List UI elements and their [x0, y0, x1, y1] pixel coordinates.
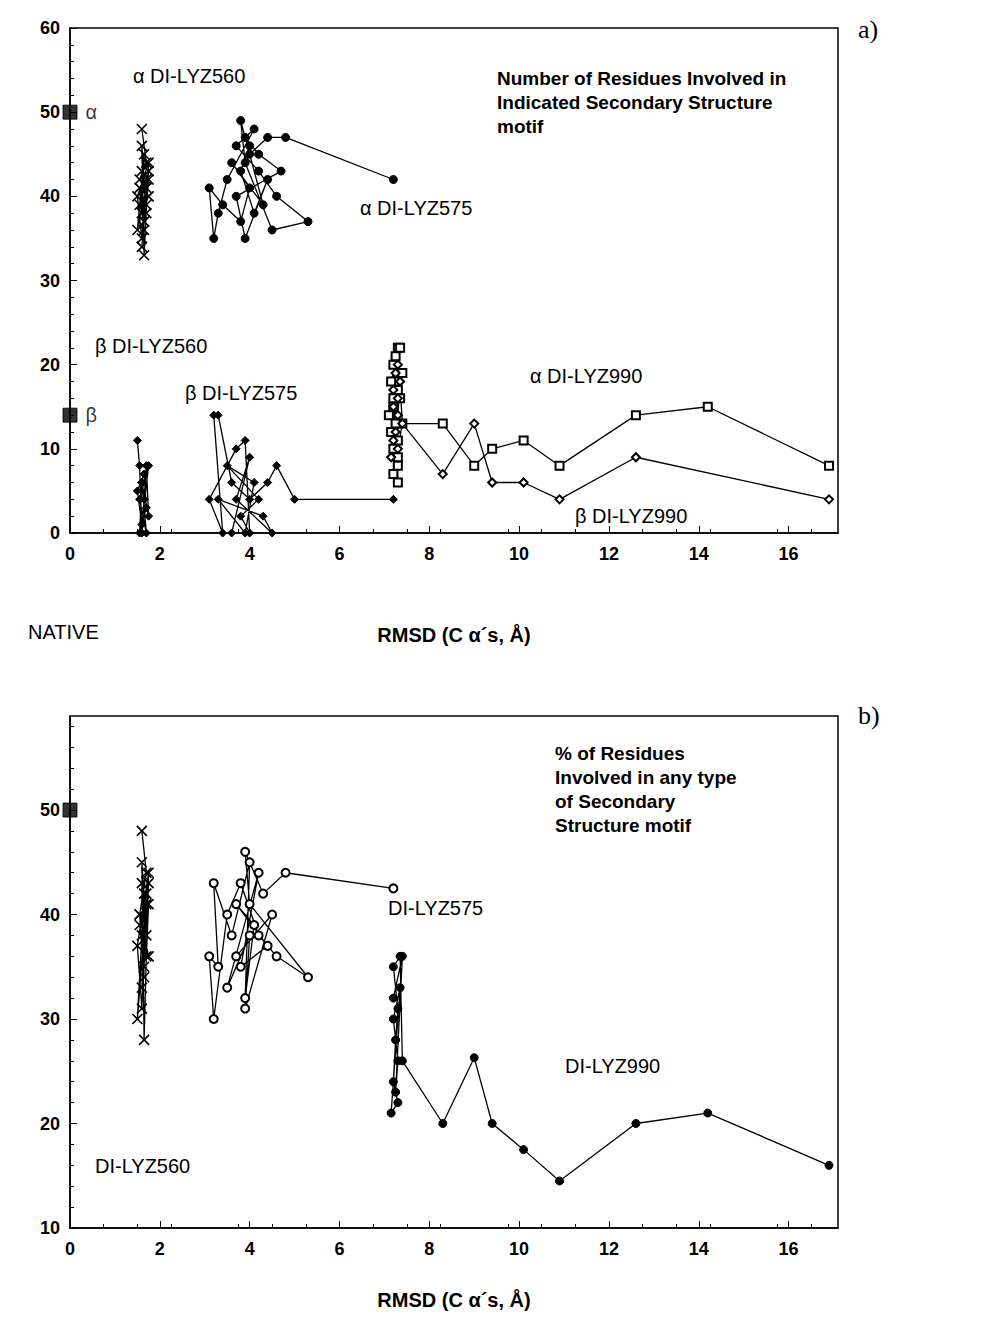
svg-text:% of Residues: % of Residues [555, 743, 690, 764]
svg-text:40: 40 [40, 905, 60, 925]
svg-text:2: 2 [155, 1239, 165, 1259]
svg-text:20: 20 [40, 355, 60, 375]
svg-text:10: 10 [40, 439, 60, 459]
svg-text:motif: motif [497, 116, 544, 137]
svg-text:50: 50 [40, 800, 60, 820]
svg-text:β DI-LYZ990: β DI-LYZ990 [575, 505, 687, 527]
svg-text:b): b) [858, 701, 880, 730]
svg-text:0: 0 [65, 544, 75, 564]
svg-text:β: β [86, 404, 98, 426]
svg-text:RMSD (C α´s, Å): RMSD (C α´s, Å) [377, 1288, 530, 1311]
svg-text:2: 2 [155, 544, 165, 564]
svg-text:16: 16 [779, 1239, 799, 1259]
svg-text:0: 0 [65, 1239, 75, 1259]
svg-text:Indicated Secondary Structure: Indicated Secondary Structure [497, 92, 778, 113]
svg-text:NATIVE: NATIVE [28, 621, 99, 643]
svg-text:RMSD (C α´s, Å): RMSD (C α´s, Å) [377, 623, 530, 646]
svg-text:8: 8 [424, 544, 434, 564]
svg-text:DI-LYZ560: DI-LYZ560 [95, 1155, 190, 1177]
svg-text:4: 4 [245, 1239, 255, 1259]
svg-text:40: 40 [40, 186, 60, 206]
svg-text:α: α [86, 101, 98, 123]
svg-text:β DI-LYZ560: β DI-LYZ560 [95, 335, 207, 357]
svg-text:10: 10 [40, 1218, 60, 1238]
svg-text:a): a) [858, 15, 878, 44]
svg-text:60: 60 [40, 18, 60, 38]
svg-text:α DI-LYZ990: α DI-LYZ990 [530, 365, 642, 387]
svg-text:14: 14 [689, 544, 709, 564]
svg-text:α DI-LYZ575: α DI-LYZ575 [360, 197, 472, 219]
svg-text:Involved in any type: Involved in any type [555, 767, 742, 788]
svg-text:8: 8 [424, 1239, 434, 1259]
svg-text:16: 16 [779, 544, 799, 564]
svg-text:14: 14 [689, 1239, 709, 1259]
svg-text:Structure motif: Structure motif [555, 815, 692, 836]
svg-text:12: 12 [599, 544, 619, 564]
svg-text:0: 0 [50, 523, 60, 543]
svg-text:20: 20 [40, 1114, 60, 1134]
svg-text:α DI-LYZ560: α DI-LYZ560 [133, 65, 245, 87]
svg-text:of Secondary: of Secondary [555, 791, 681, 812]
svg-text:β DI-LYZ575: β DI-LYZ575 [185, 382, 297, 404]
svg-text:10: 10 [509, 544, 529, 564]
svg-text:6: 6 [334, 1239, 344, 1259]
svg-text:50: 50 [40, 102, 60, 122]
svg-text:30: 30 [40, 271, 60, 291]
svg-text:DI-LYZ990: DI-LYZ990 [565, 1055, 660, 1077]
svg-text:DI-LYZ575: DI-LYZ575 [388, 897, 483, 919]
svg-text:4: 4 [245, 544, 255, 564]
svg-text:10: 10 [509, 1239, 529, 1259]
svg-text:6: 6 [334, 544, 344, 564]
svg-text:30: 30 [40, 1009, 60, 1029]
svg-text:12: 12 [599, 1239, 619, 1259]
svg-text:Number of Residues Involved in: Number of Residues Involved in [497, 68, 792, 89]
